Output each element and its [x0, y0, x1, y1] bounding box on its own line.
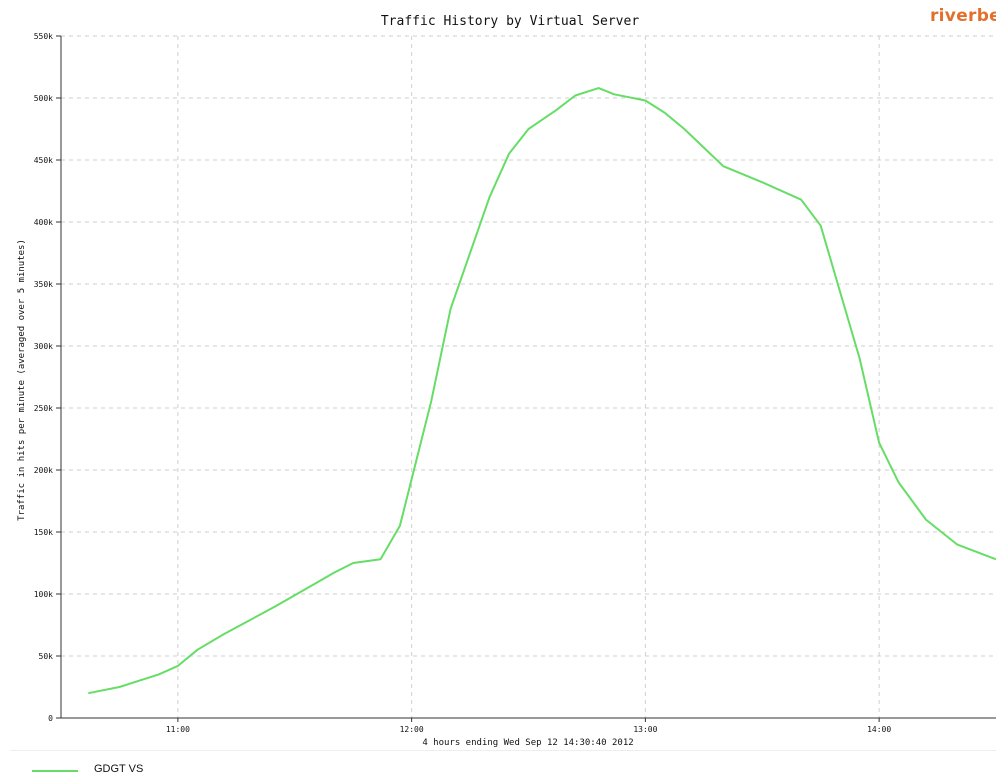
y-tick-label: 450k [34, 156, 53, 165]
y-tick-label: 0 [48, 714, 53, 723]
chart-title: Traffic History by Virtual Server [380, 14, 640, 29]
y-axis-label: Traffic in hits per minute (averaged ove… [17, 239, 27, 521]
y-tick-label: 100k [34, 590, 53, 599]
y-tick-label: 350k [34, 280, 53, 289]
x-axis-label: 4 hours ending Wed Sep 12 14:30:40 2012 [422, 738, 634, 748]
y-tick-label: 500k [34, 94, 53, 103]
y-tick-label: 150k [34, 528, 53, 537]
y-tick-label: 50k [39, 652, 54, 661]
x-tick-label: 12:00 [400, 725, 424, 734]
x-tick-label: 14:00 [867, 725, 891, 734]
legend-swatch [32, 770, 78, 772]
series-line [88, 87, 996, 695]
y-tick-label: 400k [34, 218, 53, 227]
x-tick-label: 13:00 [633, 725, 657, 734]
x-tick-label: 11:00 [166, 725, 190, 734]
y-tick-label: 200k [34, 466, 53, 475]
grid-layer [61, 35, 996, 718]
axis-layer: 0 50k 100k 150k 200k 250k 300k 350k 400k 450k 500k… [34, 32, 996, 734]
legend-divider [10, 750, 996, 751]
y-tick-label: 250k [34, 404, 53, 413]
y-tick-label: 550k [34, 32, 53, 41]
brand-logo: riverbed [930, 6, 996, 26]
series-layer [88, 87, 996, 695]
legend-label: GDGT VS [94, 763, 144, 775]
y-tick-label: 300k [34, 342, 53, 351]
